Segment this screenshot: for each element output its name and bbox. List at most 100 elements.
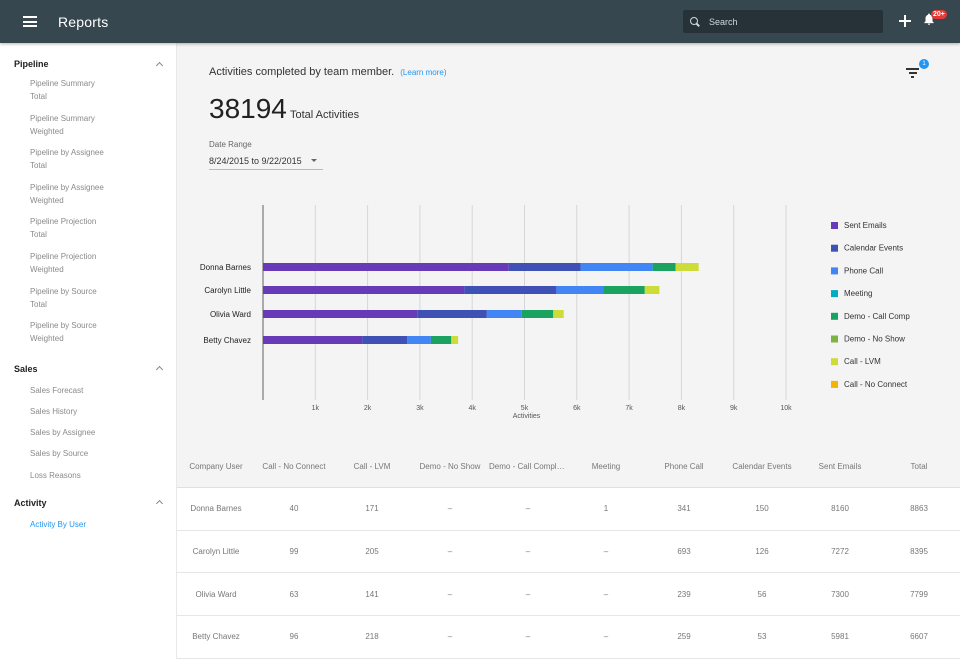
- bar-segment: [417, 310, 487, 318]
- x-tick-label: 8k: [678, 405, 686, 412]
- bar-segment: [580, 263, 653, 271]
- sidebar-item-pipeline-projection-weighted[interactable]: Pipeline Projection Weighted: [30, 251, 97, 274]
- bar-segment: [486, 310, 522, 318]
- activities-chart: 1k 2k 3k 4k 5k 6k 7k 8k 9k 10k Activities Donna Bar…: [200, 205, 910, 420]
- sidebar-item-pipeline-summary-total[interactable]: Pipeline Summary Total: [30, 79, 95, 101]
- sidebar-item-loss-reasons[interactable]: Loss Reasons: [30, 470, 81, 480]
- sidebar-item-pipeline-source-weighted[interactable]: Pipeline by Source Weighted: [30, 321, 97, 344]
- hamburger-icon[interactable]: [0, 0, 60, 43]
- column-header[interactable]: Sent Emails: [818, 462, 862, 471]
- legend-label: Demo - No Show: [844, 335, 905, 344]
- bar-segment: [644, 286, 660, 294]
- bar-segment: [263, 336, 363, 344]
- column-header[interactable]: Call - No Connect: [262, 462, 326, 471]
- section-title: Activity: [14, 497, 47, 508]
- sidebar-section-activity[interactable]: Activity: [0, 492, 176, 514]
- sidebar-item-sales-history[interactable]: Sales History: [30, 407, 78, 417]
- legend-label: Call - LVM: [844, 357, 881, 366]
- section-title: Pipeline: [14, 59, 49, 69]
- category-label: Donna Barnes: [200, 263, 251, 272]
- bar-segment: [521, 310, 554, 318]
- legend-swatch: [831, 290, 838, 298]
- add-button[interactable]: [898, 14, 912, 28]
- x-tick-label: 3k: [416, 405, 424, 412]
- legend-label: Sent Emails: [844, 221, 887, 230]
- legend-label: Call - No Connect: [844, 380, 908, 389]
- page-title: Reports: [58, 13, 109, 30]
- sidebar-item-sales-forecast[interactable]: Sales Forecast: [30, 385, 84, 395]
- learn-more-link[interactable]: (Learn more): [400, 68, 447, 77]
- search-input[interactable]: [709, 16, 879, 27]
- column-header[interactable]: Company User: [189, 462, 243, 471]
- date-range-label: Date Range: [209, 140, 252, 149]
- bar-segment: [508, 263, 581, 271]
- bar-segment: [430, 336, 452, 344]
- sidebar-item-sales-assignee[interactable]: Sales by Assignee: [30, 428, 96, 438]
- search-icon: [689, 16, 701, 28]
- legend-swatch: [831, 267, 838, 275]
- sidebar-section-sales[interactable]: Sales: [0, 358, 176, 380]
- filter-icon[interactable]: [906, 65, 920, 79]
- legend-label: Meeting: [844, 289, 872, 298]
- legend-label: Calendar Events: [844, 244, 903, 253]
- table-row[interactable]: Betty Chavez 96 218– – –259 53 5981 6607: [177, 616, 960, 659]
- column-header[interactable]: Phone Call: [664, 462, 704, 471]
- x-tick-label: 9k: [730, 405, 738, 412]
- date-range-select[interactable]: 8/24/2015 to 9/22/2015: [209, 152, 323, 170]
- column-header[interactable]: Calendar Events: [732, 462, 792, 471]
- sidebar-item-pipeline-projection-total[interactable]: Pipeline Projection Total: [30, 217, 97, 240]
- sidebar-item-pipeline-assignee-total[interactable]: Pipeline by Assignee Total: [30, 148, 104, 171]
- legend-label: Demo - Call Comp: [844, 312, 910, 321]
- category-label: Carolyn Little: [204, 286, 251, 295]
- x-tick-label: 2k: [364, 405, 372, 412]
- legend-swatch: [831, 335, 838, 343]
- sidebar-item-pipeline-summary-weighted[interactable]: Pipeline Summary Weighted: [30, 113, 95, 136]
- top-app-bar: Reports 20+: [0, 0, 960, 43]
- notifications-button[interactable]: 20+: [922, 10, 947, 30]
- bar-segment: [675, 263, 699, 271]
- legend-label: Phone Call: [844, 266, 883, 275]
- sidebar-section-pipeline[interactable]: Pipeline: [0, 53, 176, 75]
- bar-segment: [556, 286, 604, 294]
- sidebar-item-activity-by-user[interactable]: Activity By User: [30, 519, 87, 529]
- total-activities-label: Total Activities: [290, 109, 360, 121]
- x-tick-label: 7k: [625, 405, 633, 412]
- chevron-up-icon: [155, 366, 164, 374]
- filter-badge: 1: [919, 59, 929, 69]
- bar-segment: [263, 310, 418, 318]
- bar-segment: [652, 263, 676, 271]
- chevron-up-icon: [155, 61, 164, 69]
- total-activities-value: 38194: [209, 93, 287, 124]
- bar-segment: [553, 310, 564, 318]
- column-header[interactable]: Call - LVM: [353, 462, 391, 471]
- legend-swatch: [831, 312, 838, 320]
- table-header: Company User Call - No Connect Call - LV…: [177, 446, 960, 488]
- sidebar-item-sales-source[interactable]: Sales by Source: [30, 449, 89, 459]
- sidebar: Pipeline Pipeline Summary Total Pipeline …: [0, 43, 177, 659]
- bar-segment: [263, 263, 509, 271]
- bar-segment: [407, 336, 431, 344]
- category-label: Olivia Ward: [210, 310, 251, 319]
- legend-swatch: [831, 380, 838, 388]
- table-row[interactable]: Donna Barnes 40 171– –1 341 150 8160 8863: [177, 488, 960, 531]
- column-header[interactable]: Demo - Call Complet...: [489, 462, 567, 471]
- table-row[interactable]: Olivia Ward 63 141– – –239 56 7300 7799: [177, 573, 960, 617]
- column-header[interactable]: Demo - No Show: [419, 462, 481, 471]
- bar-segment: [603, 286, 645, 294]
- legend-swatch: [831, 222, 838, 229]
- legend-swatch: [831, 358, 838, 366]
- column-header[interactable]: Meeting: [591, 462, 621, 471]
- column-header[interactable]: Total: [910, 462, 928, 471]
- sidebar-item-pipeline-assignee-weighted[interactable]: Pipeline by Assignee Weighted: [30, 182, 104, 205]
- category-label: Betty Chavez: [203, 336, 251, 345]
- section-title: Sales: [14, 363, 38, 374]
- report-panel: Activities completed by team member. (Lea…: [177, 43, 960, 659]
- search-box[interactable]: [683, 10, 883, 33]
- notification-badge: 20+: [931, 10, 947, 19]
- report-heading: Activities completed by team member. (Lea…: [209, 66, 447, 78]
- table-row[interactable]: Carolyn Little 99 205– – –693 126 7272 8395: [177, 530, 960, 574]
- chevron-up-icon: [155, 500, 164, 508]
- sidebar-item-pipeline-source-total[interactable]: Pipeline by Source Total: [30, 286, 97, 309]
- bar-segment: [263, 286, 465, 294]
- x-tick-label: 5k: [521, 405, 529, 412]
